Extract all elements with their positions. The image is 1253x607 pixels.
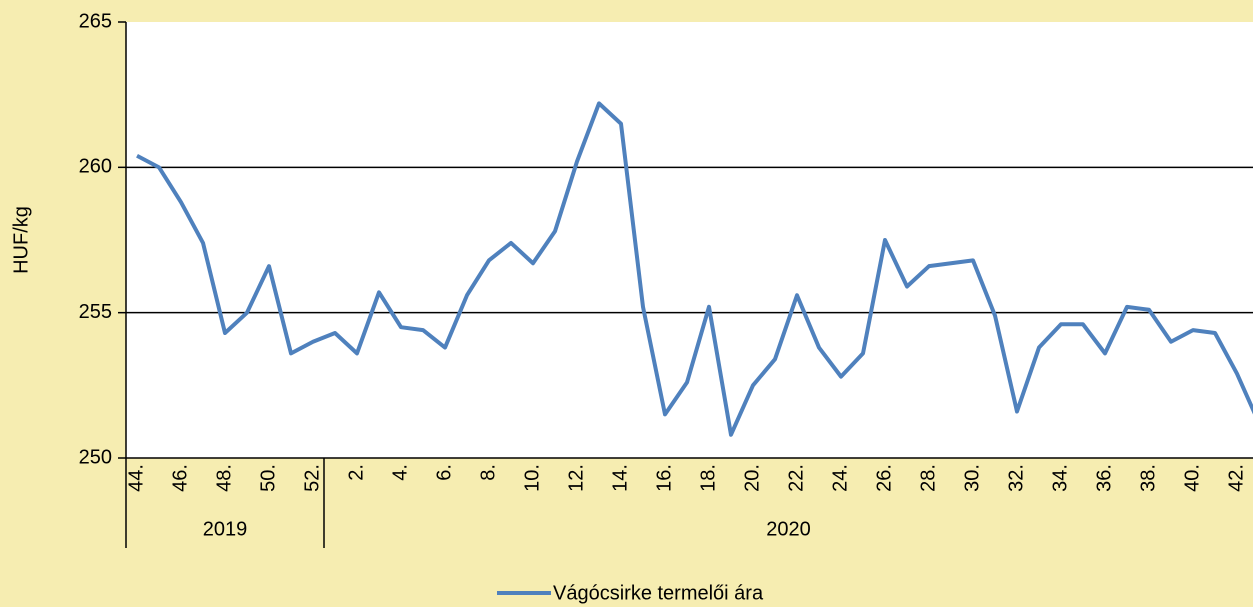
x-tick-label: 32. <box>1005 464 1027 492</box>
group-label: 2019 <box>203 518 248 540</box>
y-tick-label: 265 <box>79 10 112 32</box>
x-tick-label: 8. <box>477 464 499 481</box>
x-tick-label: 48. <box>213 464 235 492</box>
x-tick-label: 22. <box>785 464 807 492</box>
x-tick-label: 52. <box>301 464 323 492</box>
x-tick-label: 14. <box>609 464 631 492</box>
y-tick-label: 260 <box>79 156 112 178</box>
plot-area <box>126 22 1253 458</box>
y-axis-label: HUF/kg <box>10 206 32 274</box>
x-tick-label: 46. <box>169 464 191 492</box>
x-tick-label: 12. <box>565 464 587 492</box>
x-tick-label: 40. <box>1181 464 1203 492</box>
x-tick-label: 30. <box>961 464 983 492</box>
x-tick-label: 24. <box>829 464 851 492</box>
x-tick-label: 38. <box>1137 464 1159 492</box>
x-tick-label: 10. <box>521 464 543 492</box>
x-tick-label: 44. <box>125 464 147 492</box>
x-tick-label: 16. <box>653 464 675 492</box>
group-label: 2020 <box>766 518 811 540</box>
x-tick-label: 50. <box>257 464 279 492</box>
data-line <box>136 101 1253 437</box>
x-tick-label: 20. <box>741 464 763 492</box>
y-tick-label: 250 <box>79 446 112 468</box>
x-tick-label: 28. <box>917 464 939 492</box>
x-tick-label: 2. <box>345 464 367 481</box>
y-tick-label: 255 <box>79 301 112 323</box>
x-tick-label: 6. <box>433 464 455 481</box>
x-tick-label: 18. <box>697 464 719 492</box>
legend-label: Vágócsirke termelői ára <box>553 582 764 604</box>
x-tick-label: 36. <box>1093 464 1115 492</box>
x-tick-label: 26. <box>873 464 895 492</box>
x-tick-label: 4. <box>389 464 411 481</box>
x-tick-label: 34. <box>1049 464 1071 492</box>
x-tick-label: 42. <box>1225 464 1247 492</box>
